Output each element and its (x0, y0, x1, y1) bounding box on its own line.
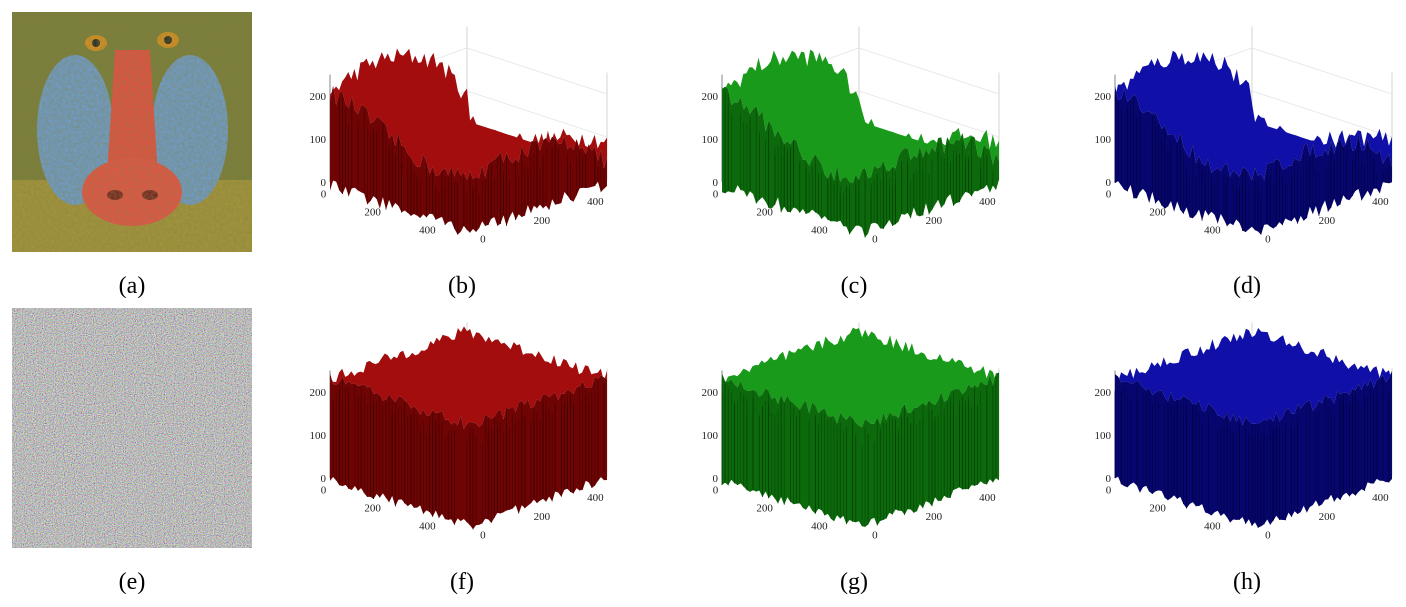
z-tick-label: 200 (1095, 91, 1112, 103)
panel-label: (c) (841, 273, 868, 299)
panel-label: (a) (119, 273, 146, 299)
surface-top (330, 326, 607, 430)
y-tick-label: 0 (872, 234, 878, 246)
z-tick-label: 100 (1095, 430, 1112, 442)
y-tick-label: 0 (872, 530, 878, 542)
surface-front (330, 86, 607, 235)
x-tick-label: 400 (1204, 224, 1221, 236)
z-tick-label: 200 (702, 387, 719, 399)
z-tick-label: 0 (321, 473, 327, 485)
z-tick-label: 100 (702, 430, 719, 442)
panel-label: (d) (1233, 273, 1261, 299)
surface-front (722, 372, 999, 527)
x-tick-label: 200 (364, 206, 381, 218)
z-tick-label: 0 (713, 177, 719, 189)
y-tick-label: 0 (480, 530, 486, 542)
y-tick-label: 0 (480, 234, 486, 246)
x-tick-label: 0 (713, 484, 719, 496)
panel-label: (f) (450, 569, 474, 595)
image-encrypted (12, 308, 252, 548)
x-tick-label: 200 (364, 502, 381, 514)
surface-front (722, 86, 999, 238)
x-tick-label: 400 (419, 520, 436, 532)
y-tick-label: 400 (1372, 492, 1389, 504)
y-tick-label: 400 (979, 196, 996, 208)
surface-top (330, 48, 607, 181)
y-tick-label: 200 (1319, 511, 1336, 523)
z-tick-label: 100 (1095, 134, 1112, 146)
y-tick-label: 400 (1372, 196, 1389, 208)
surface-front (1115, 371, 1392, 528)
x-tick-label: 400 (419, 224, 436, 236)
surface-top (1115, 50, 1392, 181)
z-tick-label: 0 (321, 177, 327, 189)
x-tick-label: 400 (811, 224, 828, 236)
surface-top (722, 327, 999, 428)
y-tick-label: 200 (1319, 215, 1336, 227)
panel-label: (h) (1233, 569, 1261, 595)
x-tick-label: 0 (321, 188, 327, 200)
z-tick-label: 100 (310, 134, 327, 146)
x-tick-label: 0 (713, 188, 719, 200)
panel-label: (g) (840, 569, 868, 595)
y-tick-label: 400 (587, 492, 604, 504)
x-tick-label: 200 (756, 206, 773, 218)
surface-top (722, 49, 999, 183)
z-tick-label: 200 (1095, 387, 1112, 399)
x-tick-label: 0 (321, 484, 327, 496)
x-tick-label: 200 (756, 502, 773, 514)
z-tick-label: 100 (310, 430, 327, 442)
z-tick-label: 200 (702, 91, 719, 103)
y-tick-label: 0 (1265, 530, 1271, 542)
panel-label: (e) (119, 569, 146, 595)
x-tick-label: 400 (1204, 520, 1221, 532)
y-tick-label: 200 (534, 511, 551, 523)
y-tick-label: 0 (1265, 234, 1271, 246)
z-tick-label: 200 (310, 387, 327, 399)
x-tick-label: 0 (1106, 484, 1112, 496)
z-tick-label: 0 (713, 473, 719, 485)
z-tick-label: 100 (702, 134, 719, 146)
x-tick-label: 0 (1106, 188, 1112, 200)
z-tick-label: 0 (1106, 473, 1112, 485)
z-tick-label: 0 (1106, 177, 1112, 189)
x-tick-label: 400 (811, 520, 828, 532)
surface-top (1115, 328, 1392, 426)
z-tick-label: 200 (310, 91, 327, 103)
x-tick-label: 200 (1149, 502, 1166, 514)
y-tick-label: 200 (926, 215, 943, 227)
y-tick-label: 200 (926, 511, 943, 523)
surface-front (330, 373, 607, 530)
image-original (12, 12, 252, 252)
y-tick-label: 400 (979, 492, 996, 504)
y-tick-label: 200 (534, 215, 551, 227)
y-tick-label: 400 (587, 196, 604, 208)
panel-label: (b) (448, 273, 476, 299)
x-tick-label: 200 (1149, 206, 1166, 218)
surface-front (1115, 86, 1392, 235)
